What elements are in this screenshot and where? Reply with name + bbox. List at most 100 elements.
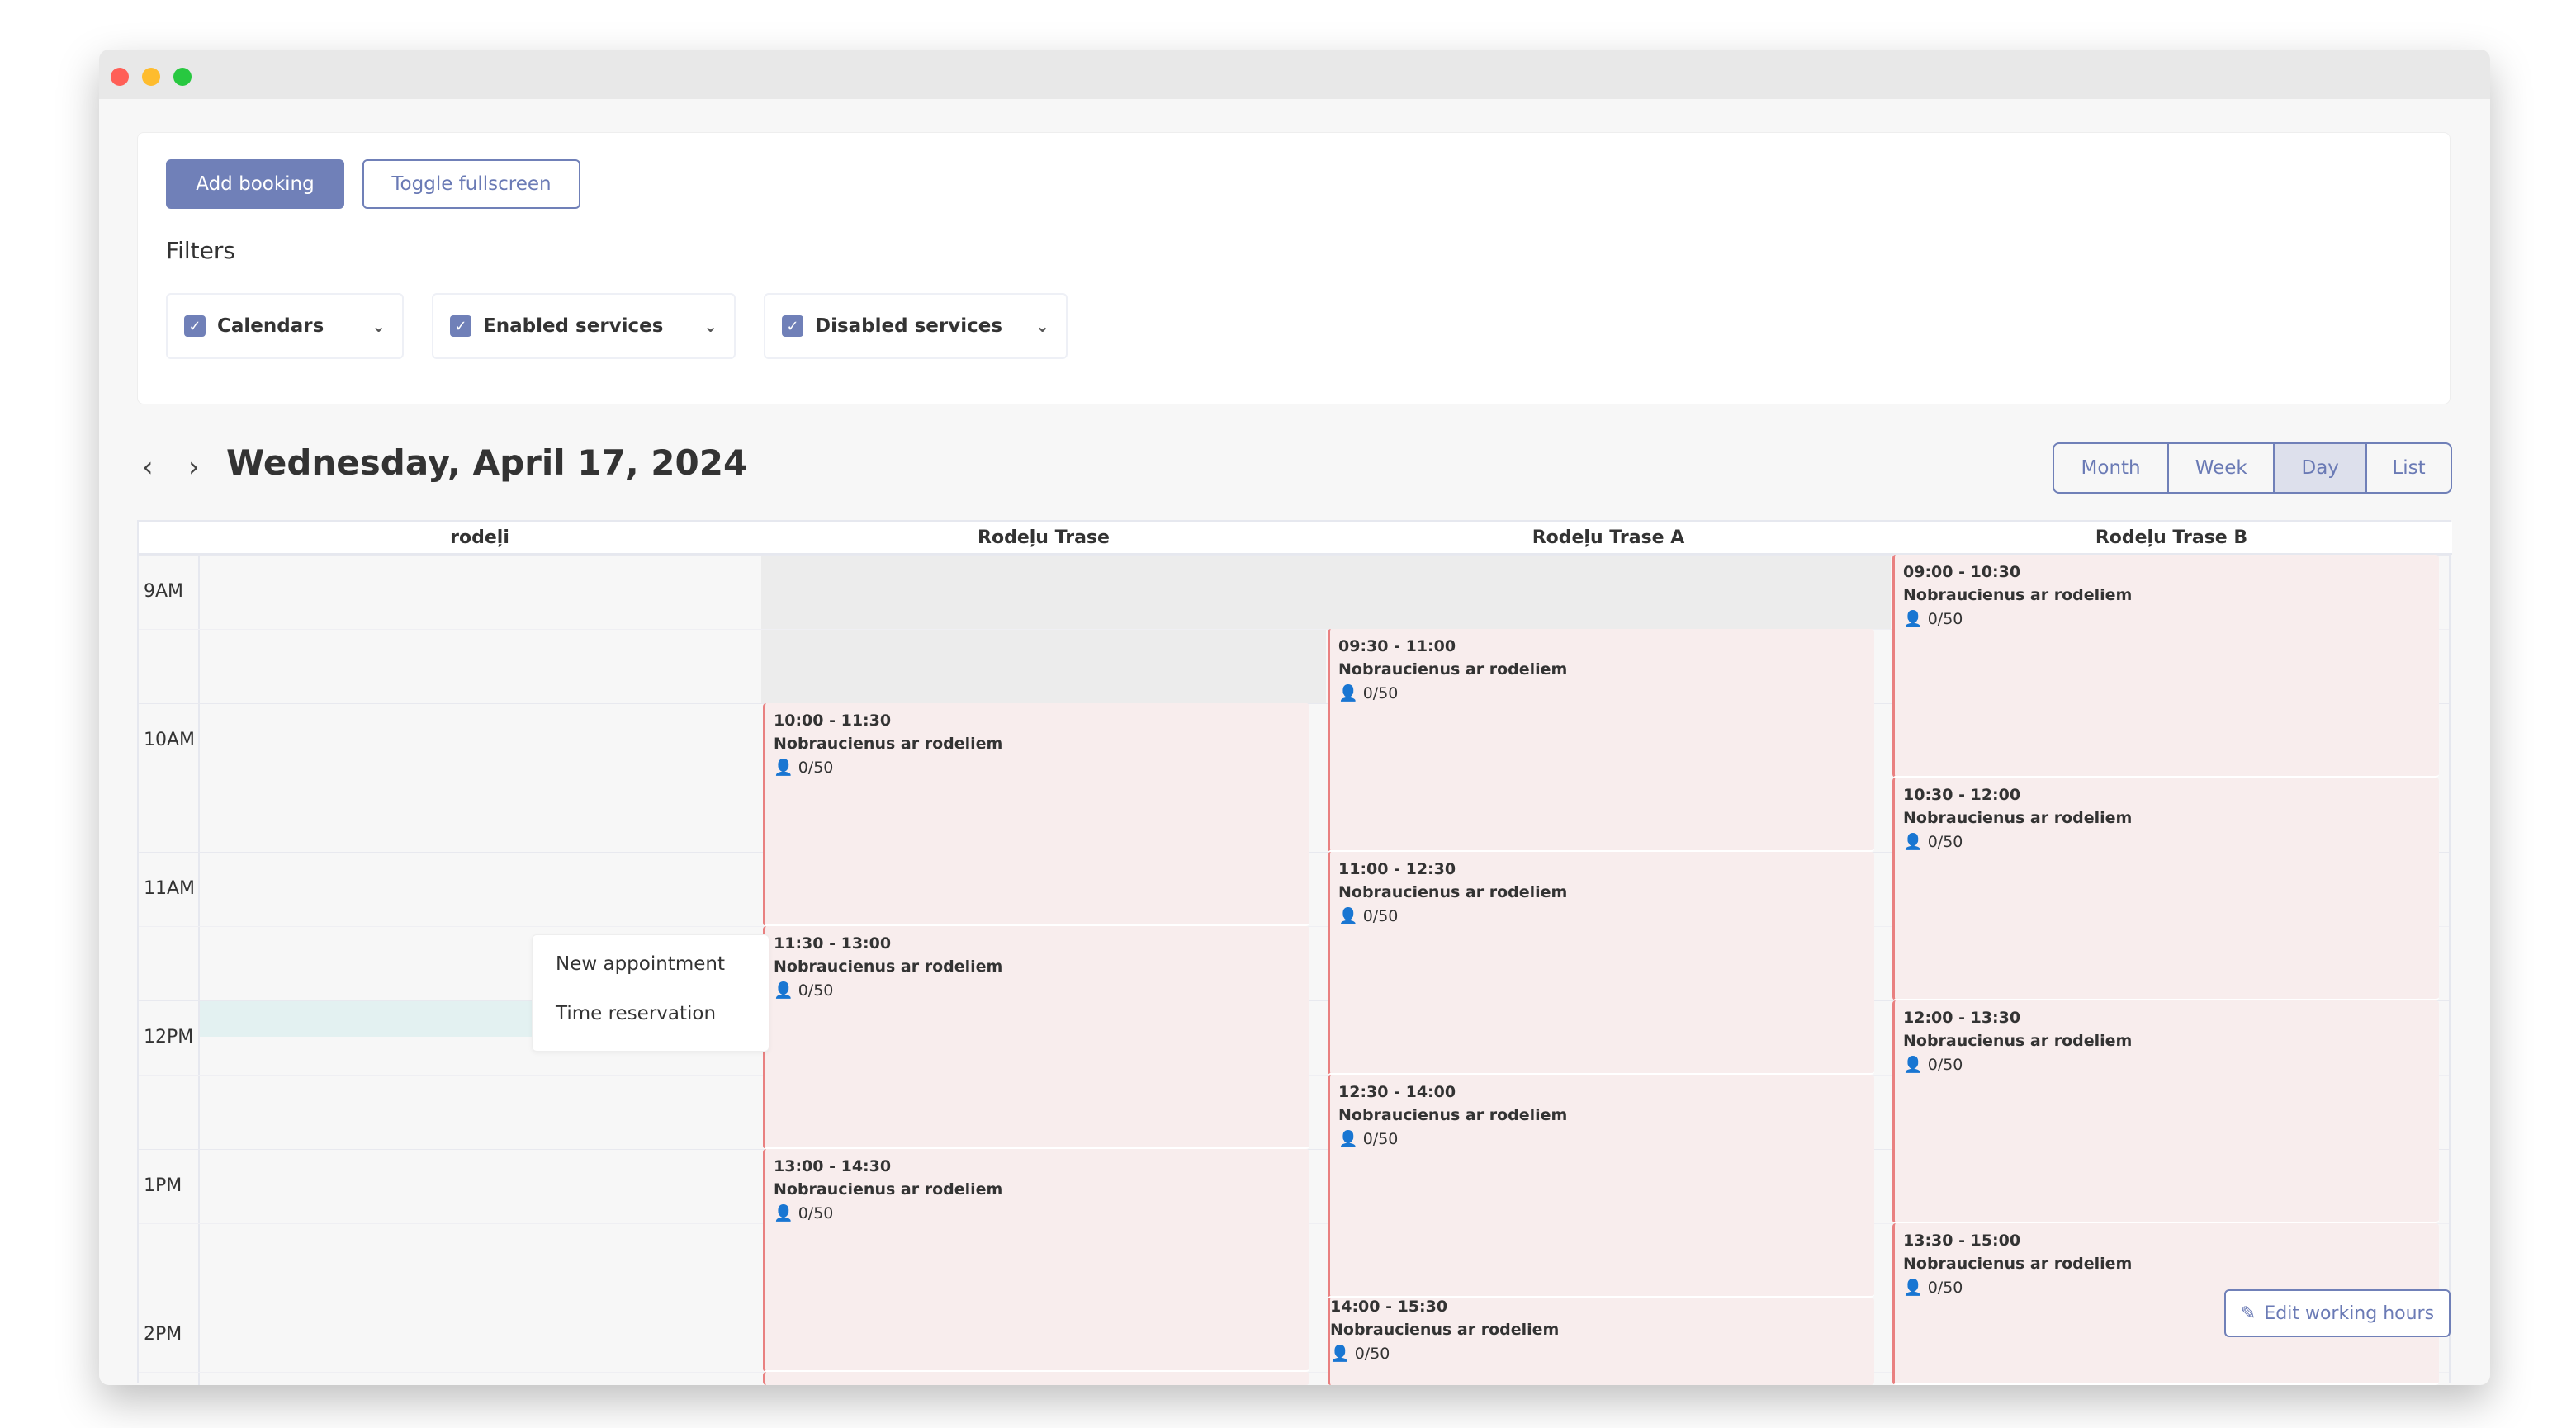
- edit-working-hours-button[interactable]: ✎ Edit working hours: [2224, 1289, 2451, 1337]
- chevron-down-icon[interactable]: ⌄: [703, 316, 717, 336]
- toolbar-card: Add booking Toggle fullscreen Filters ✓ C…: [137, 132, 2451, 404]
- event[interactable]: 10:00 - 11:30 Nobraucienus ar rodeliem 👤 0…: [763, 703, 1309, 926]
- event-title: Nobraucienus ar rodeliem: [1903, 1032, 2133, 1050]
- event-capacity: 0/50: [1362, 684, 1399, 702]
- event-capacity: 0/50: [798, 981, 834, 1000]
- person-icon: 👤: [1338, 907, 1358, 925]
- filter-label: Disabled services: [815, 315, 1003, 337]
- view-list[interactable]: List: [2392, 457, 2426, 479]
- event-title: Nobraucienus ar rodeliem: [1338, 660, 1568, 679]
- event[interactable]: 11:00 - 12:30 Nobraucienus ar rodeliem 👤 0…: [1328, 852, 1874, 1075]
- hour-line: [139, 555, 2449, 556]
- pencil-icon: ✎: [2240, 1303, 2256, 1324]
- event[interactable]: [763, 1372, 1309, 1385]
- event-title: Nobraucienus ar rodeliem: [774, 958, 1003, 976]
- person-icon: 👤: [1338, 1130, 1358, 1148]
- event[interactable]: 12:00 - 13:30 Nobraucienus ar rodeliem 👤 0…: [1892, 1000, 2439, 1223]
- person-icon: 👤: [1903, 1056, 1923, 1074]
- event-title: Nobraucienus ar rodeliem: [1338, 1106, 1568, 1124]
- event-title: Nobraucienus ar rodeliem: [1903, 586, 2133, 604]
- close-window-button[interactable]: [111, 68, 129, 86]
- person-icon: 👤: [1330, 1345, 1350, 1363]
- event[interactable]: 11:30 - 13:00 Nobraucienus ar rodeliem 👤 0…: [763, 926, 1309, 1149]
- column-header: Rodeļu Trase A: [1326, 522, 1891, 555]
- event-title: Nobraucienus ar rodeliem: [774, 735, 1003, 753]
- view-week[interactable]: Week: [2169, 444, 2275, 492]
- filter-enabled-services[interactable]: ✓ Enabled services ⌄: [432, 293, 736, 359]
- event[interactable]: 10:30 - 12:00 Nobraucienus ar rodeliem 👤 0…: [1892, 778, 2439, 1000]
- event[interactable]: 13:30 - 15:00 Nobraucienus ar rodeliem 👤 0…: [1892, 1223, 2439, 1385]
- add-booking-button[interactable]: Add booking: [166, 159, 344, 209]
- checkbox-checked-icon[interactable]: ✓: [782, 315, 803, 337]
- filter-label: Calendars: [217, 315, 324, 337]
- event-capacity: 0/50: [1927, 1279, 1963, 1297]
- event-capacity: 0/50: [1927, 1056, 1963, 1074]
- event-capacity: 0/50: [1927, 610, 1963, 628]
- event-title: Nobraucienus ar rodeliem: [1330, 1321, 1560, 1339]
- event-capacity: 0/50: [1354, 1345, 1390, 1363]
- column-header: Rodeļu Trase B: [1891, 522, 2452, 555]
- event-time: 12:30 - 14:00: [1338, 1083, 1456, 1101]
- person-icon: 👤: [1903, 1279, 1923, 1297]
- event-time: 10:30 - 12:00: [1903, 786, 2021, 804]
- hour-label: 12PM: [144, 1027, 194, 1047]
- event[interactable]: 14:00 - 15:30 Nobraucienus ar rodeliem 👤 0…: [1328, 1298, 1874, 1385]
- filter-calendars[interactable]: ✓ Calendars ⌄: [166, 293, 404, 359]
- chevron-left-icon[interactable]: ‹: [142, 451, 154, 484]
- chevron-down-icon[interactable]: ⌄: [372, 316, 386, 336]
- person-icon: 👤: [774, 1204, 793, 1222]
- chevron-down-icon[interactable]: ⌄: [1035, 316, 1049, 336]
- checkbox-checked-icon[interactable]: ✓: [184, 315, 206, 337]
- menu-item-new-appointment[interactable]: New appointment: [556, 953, 725, 975]
- hour-label: 2PM: [144, 1324, 182, 1345]
- toggle-fullscreen-button[interactable]: Toggle fullscreen: [362, 159, 580, 209]
- event-time: 13:30 - 15:00: [1903, 1232, 2021, 1250]
- event-time: 13:00 - 14:30: [774, 1157, 892, 1175]
- event[interactable]: 09:30 - 11:00 Nobraucienus ar rodeliem 👤 0…: [1328, 629, 1874, 852]
- event[interactable]: 09:00 - 10:30 Nobraucienus ar rodeliem 👤 0…: [1892, 555, 2439, 778]
- event-capacity: 0/50: [1927, 833, 1963, 851]
- menu-item-time-reservation[interactable]: Time reservation: [556, 1003, 717, 1024]
- hour-label: 11AM: [144, 878, 196, 899]
- chevron-right-icon[interactable]: ›: [188, 451, 200, 484]
- person-icon: 👤: [1338, 684, 1358, 702]
- unavailable-slot: [761, 629, 1326, 703]
- context-menu: New appointment Time reservation: [532, 934, 769, 1052]
- event-time: 11:00 - 12:30: [1338, 860, 1456, 878]
- event-capacity: 0/50: [798, 1204, 834, 1222]
- person-icon: 👤: [774, 759, 793, 777]
- event-time: 09:30 - 11:00: [1338, 637, 1456, 655]
- filter-disabled-services[interactable]: ✓ Disabled services ⌄: [764, 293, 1068, 359]
- hour-label: 10AM: [144, 730, 196, 750]
- event-capacity: 0/50: [1362, 907, 1399, 925]
- event-capacity: 0/50: [798, 759, 834, 777]
- unavailable-slot: [761, 555, 1891, 629]
- event[interactable]: 13:00 - 14:30 Nobraucienus ar rodeliem 👤 0…: [763, 1149, 1309, 1372]
- event-title: Nobraucienus ar rodeliem: [774, 1180, 1003, 1199]
- view-month[interactable]: Month: [2054, 444, 2170, 492]
- event-capacity: 0/50: [1362, 1130, 1399, 1148]
- event-time: 10:00 - 11:30: [774, 712, 892, 730]
- column-header: rodeļi: [198, 522, 761, 555]
- calendar-grid: rodeļi Rodeļu Trase Rodeļu Trase A Rodeļ…: [137, 520, 2452, 1385]
- event-title: Nobraucienus ar rodeliem: [1338, 883, 1568, 901]
- checkbox-checked-icon[interactable]: ✓: [450, 315, 471, 337]
- hour-label: 9AM: [144, 581, 184, 602]
- view-day[interactable]: Day: [2275, 444, 2368, 492]
- app-window: Add booking Toggle fullscreen Filters ✓ C…: [99, 50, 2490, 1385]
- filters-title: Filters: [166, 237, 235, 264]
- event-time: 09:00 - 10:30: [1903, 563, 2021, 581]
- event-time: 12:00 - 13:30: [1903, 1009, 2021, 1027]
- view-switcher: Month Week Day List: [2053, 442, 2452, 494]
- event[interactable]: 12:30 - 14:00 Nobraucienus ar rodeliem 👤 0…: [1328, 1075, 1874, 1298]
- title-bar: [99, 50, 2490, 99]
- event-time: 14:00 - 15:30: [1330, 1298, 1448, 1316]
- time-column-header: [139, 522, 198, 555]
- person-icon: 👤: [1903, 610, 1923, 628]
- person-icon: 👤: [1903, 833, 1923, 851]
- minimize-window-button[interactable]: [142, 68, 160, 86]
- maximize-window-button[interactable]: [173, 68, 192, 86]
- filter-label: Enabled services: [483, 315, 664, 337]
- time-column-divider: [198, 555, 200, 1385]
- column-header: Rodeļu Trase: [761, 522, 1326, 555]
